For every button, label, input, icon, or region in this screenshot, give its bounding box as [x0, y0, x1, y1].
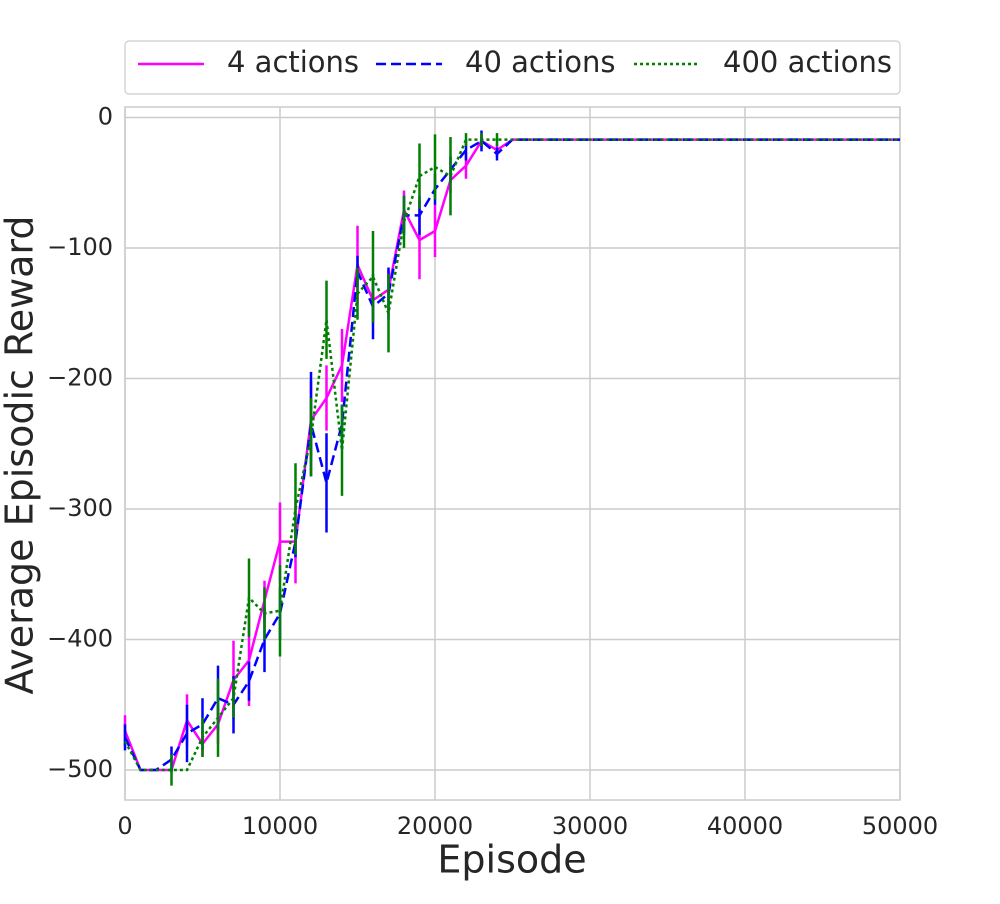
plot-frame	[124, 106, 901, 801]
marks	[123, 130, 900, 786]
x-tick-label: 50000	[862, 812, 938, 840]
y-tick-label: 0	[98, 102, 113, 130]
series-line	[123, 138, 900, 772]
legend-label: 40 actions	[465, 45, 616, 79]
y-tick-label: −100	[47, 233, 113, 261]
legend-label: 4 actions	[227, 45, 359, 79]
y-axis-label: Average Episodic Reward	[0, 215, 42, 694]
x-tick-label: 30000	[552, 812, 628, 840]
legend-box	[124, 40, 901, 95]
x-axis-label: Episode	[437, 838, 586, 882]
x-tick-label: 20000	[397, 812, 473, 840]
y-tick-label: −500	[47, 755, 113, 783]
legend-label: 400 actions	[723, 45, 892, 79]
y-tick-label: −400	[47, 624, 113, 652]
x-tick-label: 40000	[707, 812, 783, 840]
legend: 4 actions 40 actions 400 actions	[138, 45, 892, 79]
x-tick-label: 0	[117, 812, 132, 840]
y-tick-label: −300	[47, 494, 113, 522]
x-tick-label: 10000	[242, 812, 318, 840]
y-tick-label: −200	[47, 363, 113, 391]
